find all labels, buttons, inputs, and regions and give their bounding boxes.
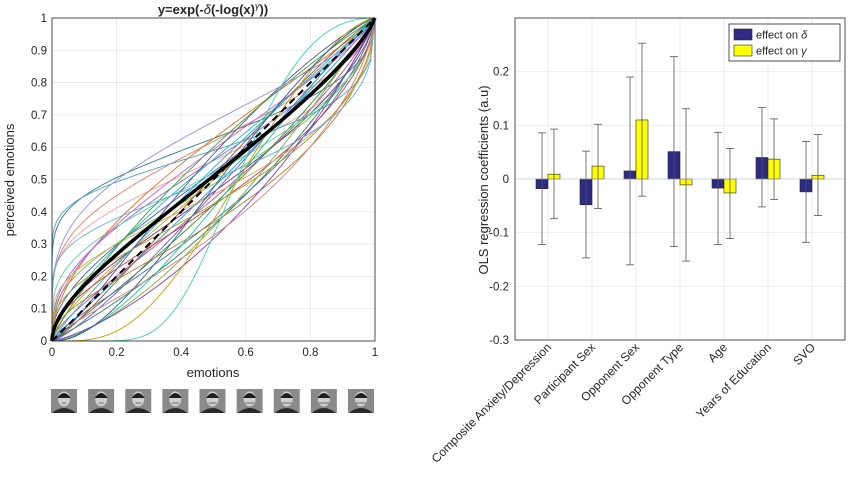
bar-ytick-label: -0.2 (489, 281, 509, 293)
curve-plot-title-part-2: (-log(x) (211, 2, 255, 17)
curve-plot-curves (50, 17, 377, 342)
subject-curve (51, 17, 376, 341)
subject-curve (51, 17, 376, 341)
face-thumbnail (125, 389, 152, 413)
subject-curve (51, 17, 376, 342)
bar-ytick-label: -0.1 (489, 228, 509, 240)
face-thumbnail (273, 389, 300, 413)
face-thumbnail (162, 389, 189, 413)
curve-xtick-label: 0.4 (173, 347, 190, 359)
subject-curve (51, 17, 376, 341)
subject-curve (51, 17, 376, 342)
error-bar (814, 134, 822, 216)
curve-ytick-label: 0.2 (31, 271, 47, 283)
curve-plot-title-part-1: y=exp(- (158, 2, 204, 17)
bar-ytick-label: 0.1 (493, 120, 509, 132)
subject-curve (51, 17, 376, 341)
bar-ytick-label: -0.3 (489, 335, 509, 347)
curve-xtick-label: 0.8 (302, 347, 318, 359)
bar-chart-category-labels: Composite Anxiety/DepressionParticipant … (429, 340, 818, 466)
error-bar (550, 128, 558, 220)
subject-curve (51, 17, 376, 341)
curve-plot-title: y=exp(-δ(-log(x)γ)) (158, 1, 268, 17)
category-label: Composite Anxiety/Depression (429, 340, 554, 465)
category-label: Years of Education (693, 340, 774, 421)
curve-xtick-label: 0.2 (109, 347, 125, 359)
face-thumbnail (199, 389, 226, 413)
curve-plot-title-delta: δ (204, 2, 212, 17)
error-bar (682, 108, 690, 262)
face-stimuli-strip (51, 389, 374, 413)
curve-ytick-label: 0.5 (31, 175, 47, 187)
legend: effect on δ effect on γ (728, 23, 841, 62)
curve-plot-ylabel: perceived emotions (2, 123, 17, 236)
face-thumbnail (88, 389, 115, 413)
curve-plot: 0 0.2 0.4 0.6 0.8 1 0 0.1 0.2 0.3 0.4 0.5 0.6 0.7 0.8 0… (2, 1, 378, 413)
bar-chart-bars (515, 42, 845, 266)
curve-plot-title-part-3: )) (260, 2, 269, 17)
bar-chart-ylabel: OLS regression coefficients (a.u) (476, 85, 491, 274)
category-label: SVO (790, 340, 818, 368)
curve-ytick-label: 0.8 (31, 78, 47, 90)
subject-curve (51, 17, 376, 341)
curve-plot-ticks: 0 0.2 0.4 0.6 0.8 1 0 0.1 0.2 0.3 0.4 0.5 0.6 0.7 0.8 0… (31, 13, 378, 359)
error-bar (670, 56, 678, 248)
curve-plot-title-gamma: γ (255, 1, 260, 11)
error-bar (582, 150, 590, 259)
subject-curve (51, 17, 376, 342)
face-thumbnail (310, 389, 337, 413)
legend-label-gamma: effect on γ (756, 46, 808, 58)
curve-ytick-label: 0 (41, 336, 47, 348)
curve-xtick-label: 0.6 (238, 347, 254, 359)
legend-swatch-delta (733, 28, 753, 41)
subject-curve (51, 17, 376, 342)
error-bar (638, 42, 646, 197)
curve-ytick-label: 0.1 (31, 304, 47, 316)
curve-xtick-label: 0 (49, 347, 55, 359)
bar-chart-frame (514, 17, 846, 341)
subject-curve (51, 17, 376, 342)
identity-line (51, 17, 376, 342)
category-label: Age (705, 340, 730, 365)
curve-plot-xlabel: emotions (187, 365, 240, 380)
mean-curve (50, 17, 377, 341)
curve-xtick-label: 1 (372, 347, 378, 359)
legend-swatch-gamma (733, 44, 753, 57)
face-thumbnail (51, 389, 77, 413)
error-bar (802, 141, 810, 243)
legend-label-delta: effect on δ (756, 30, 808, 42)
curve-ytick-label: 0.7 (31, 110, 47, 122)
curve-ytick-label: 0.6 (31, 142, 47, 154)
error-bar (758, 107, 766, 208)
face-thumbnail (348, 389, 374, 413)
error-bar (770, 118, 778, 200)
bar-ytick-label: 0 (503, 174, 509, 186)
curve-ytick-label: 1 (41, 13, 47, 25)
curve-ytick-label: 0.4 (31, 207, 48, 219)
error-bar (594, 123, 602, 209)
error-bar (726, 148, 734, 239)
coefficient-bar-chart: -0.3 -0.2 -0.1 0 0.1 0.2 OLS regression coeff… (429, 17, 846, 466)
face-thumbnail (236, 389, 263, 413)
error-bar (538, 132, 546, 245)
error-bar (626, 76, 634, 266)
error-bar (714, 131, 722, 245)
curve-plot-frame (51, 17, 376, 342)
curve-ytick-label: 0.3 (31, 239, 47, 251)
subject-curve (51, 17, 376, 341)
bar-chart-ticks: -0.3 -0.2 -0.1 0 0.1 0.2 (489, 67, 509, 347)
bar-ytick-label: 0.2 (493, 67, 509, 79)
curve-ytick-label: 0.9 (31, 45, 47, 57)
